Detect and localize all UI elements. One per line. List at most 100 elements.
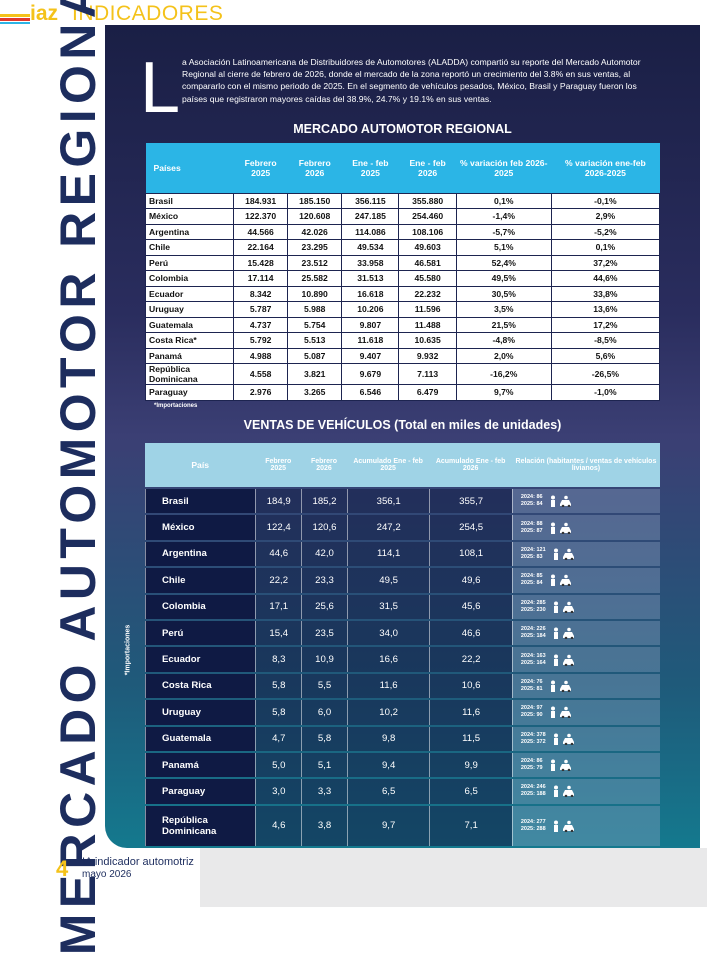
- relation-value: 2024: 76: [520, 678, 543, 685]
- header-row: Países Febrero 2025 Febrero 2026 Ene - feb …: [145, 143, 660, 193]
- cell: 10,9: [301, 647, 347, 672]
- country-cell: Ecuador: [144, 285, 235, 302]
- cell: 30,5%: [455, 285, 552, 302]
- relation-value: 2025: 83: [520, 553, 543, 560]
- cell: 49,5%: [455, 270, 552, 287]
- country-cell: Chile: [144, 239, 235, 256]
- footnote: *Importaciones: [154, 403, 198, 409]
- brand: iaz: [30, 2, 59, 25]
- cell: 9.407: [341, 347, 400, 364]
- column-header: Relación (habitantes / ventas de vehícul…: [511, 443, 660, 487]
- country-cell: Perú: [145, 620, 256, 646]
- page-number: 4: [56, 856, 69, 881]
- cell: 22.164: [233, 239, 289, 256]
- cell: -8,5%: [550, 332, 661, 349]
- cell: 5,6%: [550, 347, 661, 364]
- cell: 5,8: [255, 673, 302, 699]
- relation-value: 2024: 86: [520, 758, 543, 765]
- cell: 33,8%: [550, 285, 661, 302]
- magazine-name: IA indicador automotriz: [82, 856, 194, 868]
- relation-value: 2024: 285: [520, 599, 546, 606]
- cell: 114,1: [346, 541, 430, 567]
- cell: 11,5: [429, 726, 512, 751]
- cell: 8.342: [233, 285, 289, 302]
- cell: 42.026: [287, 223, 343, 240]
- relation-value: 2024: 88: [520, 520, 543, 527]
- relation-cell: 2024: 378 2025: 372: [511, 726, 660, 751]
- issue-date: mayo 2026: [82, 869, 132, 880]
- column-header: Acumulado Ene - feb 2026: [429, 443, 512, 487]
- country-cell: República Dominicana: [145, 805, 256, 846]
- cell: 3,0: [255, 779, 302, 804]
- cell: 5,8: [255, 700, 302, 725]
- table-row: Colombia 17,1 25,6 31,5 45,6 2024: 285 2025: 2…: [145, 594, 660, 619]
- person-car-icon: [550, 574, 571, 587]
- cell: 120.608: [287, 208, 343, 225]
- relation-lines: 2024: 86 2025: 79: [521, 758, 543, 772]
- country-cell: Uruguay: [145, 700, 256, 725]
- cell: 3,8: [301, 805, 347, 846]
- table-row: Uruguay 5.787 5.988 10.206 11.596 3,5% 13,6%: [144, 301, 661, 318]
- table-row: Guatemala 4,7 5,8 9,8 11,5 2024: 378 2025: 372: [145, 726, 660, 751]
- relation-lines: 2024: 121 2025: 83: [521, 547, 546, 561]
- cell: 184.931: [233, 192, 289, 209]
- relation-cell: 2024: 226 2025: 184: [511, 620, 660, 646]
- column-header: Febrero 2026: [287, 143, 342, 193]
- cell: 247,2: [346, 515, 430, 540]
- relation-lines: 2024: 76 2025: 81: [521, 679, 543, 693]
- cell: 5.792: [233, 332, 289, 349]
- cell: 16.618: [341, 285, 400, 302]
- cell: 15.428: [233, 254, 289, 271]
- side-title: MERCADO AUTOMOTOR REGIONAL: [50, 0, 106, 955]
- cell: 7.113: [398, 363, 457, 385]
- table-row: Costa Rica* 5.792 5.513 11.618 10.635 -4,8% -8…: [144, 332, 661, 349]
- cell: 356,1: [346, 489, 430, 514]
- table-body: Brasil 184.931 185.150 356.115 355.880 0,1% -0…: [144, 192, 661, 401]
- cell: 23.512: [287, 254, 343, 271]
- cell: 355,7: [429, 489, 512, 514]
- side-note: *Importaciones: [124, 624, 132, 676]
- cell: 49.534: [341, 239, 400, 256]
- cell: 10.206: [341, 301, 400, 318]
- cell: 184,9: [255, 489, 302, 514]
- cell: 114.086: [341, 223, 400, 240]
- relation-cell: 2024: 76 2025: 81: [511, 673, 660, 699]
- cell: 17,1: [255, 594, 302, 619]
- relation-value: 2024: 121: [520, 546, 546, 553]
- cell: 25.582: [287, 270, 343, 287]
- table-row: Argentina 44.566 42.026 114.086 108.106 -5,7%…: [144, 223, 661, 240]
- relation-value: 2025: 188: [520, 791, 546, 798]
- table-row: Guatemala 4.737 5.754 9.807 11.488 21,5% 17,2%: [144, 316, 661, 333]
- relation-lines: 2024: 163 2025: 164: [521, 653, 546, 667]
- country-cell: Uruguay: [144, 301, 235, 318]
- cell: 4,7: [255, 726, 302, 751]
- cell: 9,9: [429, 752, 512, 778]
- relation-value: 2024: 86: [520, 494, 543, 501]
- cell: 31.513: [341, 270, 400, 287]
- table: Países Febrero 2025 Febrero 2026 Ene - feb …: [144, 143, 661, 401]
- relation-value: 2024: 378: [520, 731, 546, 738]
- cell: 6,5: [346, 779, 430, 804]
- cell: 5.787: [233, 301, 289, 318]
- country-cell: Ecuador: [145, 647, 256, 672]
- cell: 33.958: [341, 254, 400, 271]
- cell: 25,6: [301, 594, 347, 619]
- country-cell: Argentina: [145, 541, 256, 567]
- table-row: Uruguay 5,8 6,0 10,2 11,6 2024: 97 2025: 90: [145, 700, 660, 725]
- country-cell: República Dominicana: [144, 363, 235, 385]
- relation-cell: 2024: 88 2025: 87: [511, 515, 660, 540]
- cell: -5,7%: [455, 223, 552, 240]
- cell: 3,3: [301, 779, 347, 804]
- intro-text: a Asociación Latinoamericana de Distribu…: [182, 57, 641, 104]
- relation-lines: 2024: 86 2025: 84: [521, 494, 543, 508]
- cell: 2,9%: [550, 208, 661, 225]
- country-cell: Panamá: [144, 347, 235, 364]
- table-row: Chile 22,2 23,3 49,5 49,6 2024: 85 2025: 84: [145, 568, 660, 593]
- cell: 7,1: [429, 805, 512, 846]
- relation-value: 2024: 246: [520, 784, 546, 791]
- relation-lines: 2024: 88 2025: 87: [521, 521, 543, 535]
- header-row: País Febrero 2025 Febrero 2026 Acumulado En…: [145, 443, 660, 487]
- country-cell: Brasil: [144, 192, 235, 209]
- relation-cell: 2024: 86 2025: 79: [511, 752, 660, 778]
